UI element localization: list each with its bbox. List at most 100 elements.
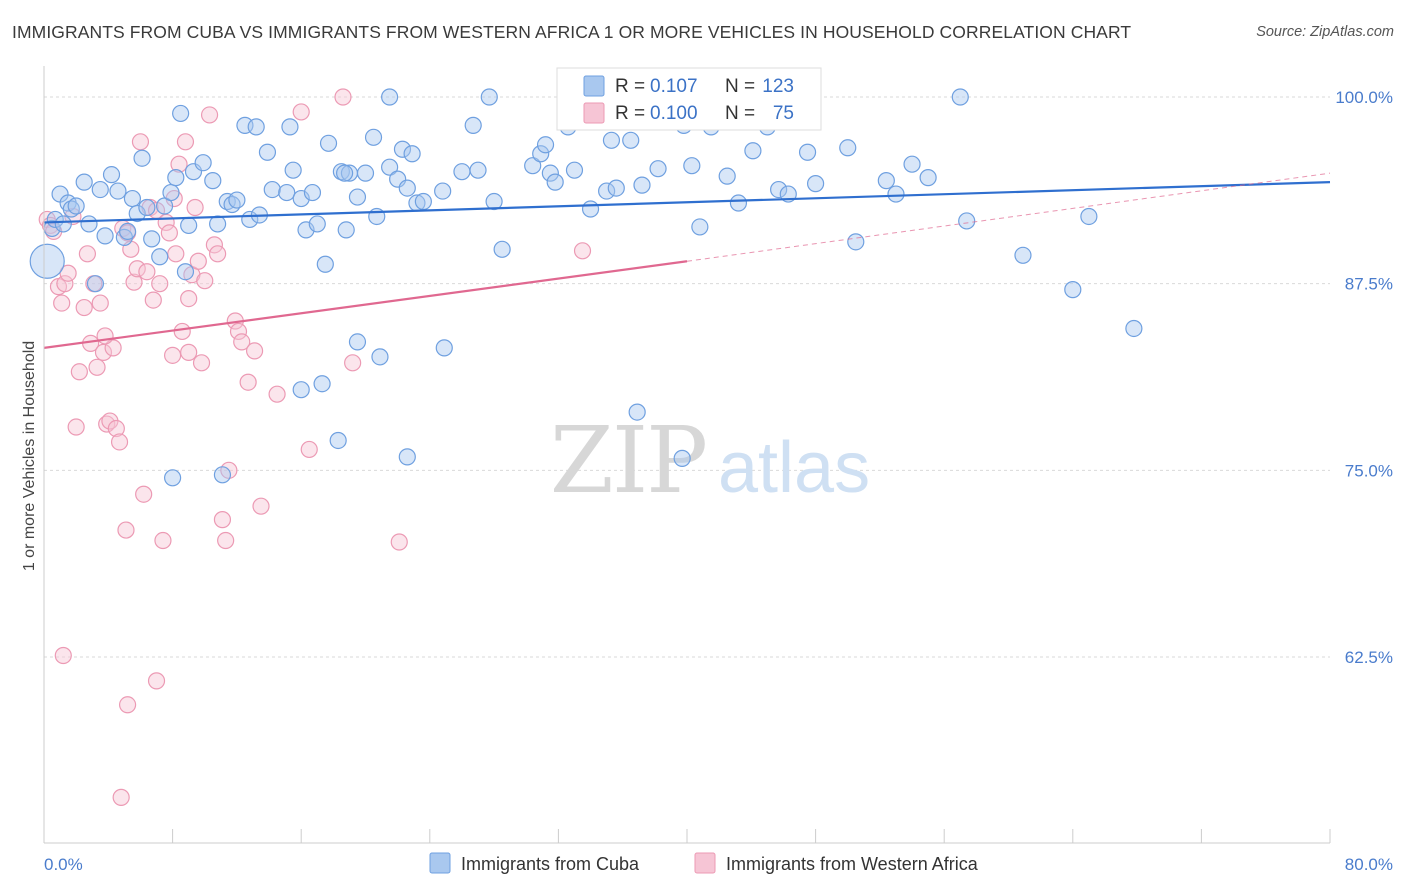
western-africa-data-point	[205, 236, 223, 254]
stats-legend: R = 0.107 N = 123 R = 0.100 N = 75	[556, 67, 822, 131]
cuba-data-point	[744, 142, 762, 160]
cuba-data-point	[29, 243, 65, 279]
western-africa-data-point	[112, 788, 130, 806]
cuba-data-point	[581, 200, 600, 218]
western-africa-trend-extension	[686, 172, 1331, 262]
cuba-data-point	[292, 381, 310, 399]
cuba-data-point	[453, 163, 471, 181]
stats-r-label: R =	[615, 76, 645, 97]
cuba-data-point	[673, 449, 691, 467]
cuba-data-point	[469, 161, 487, 179]
western-africa-data-point	[107, 419, 125, 438]
western-africa-data-point	[67, 418, 85, 436]
y-tick-label: 75.0%	[1345, 461, 1393, 480]
cuba-data-point	[598, 182, 616, 200]
western-africa-data-point	[117, 521, 135, 539]
cuba-data-point	[303, 183, 322, 202]
cuba-data-point	[493, 240, 511, 258]
western-africa-trend-line	[43, 260, 688, 349]
series-legend-label-0: Immigrants from Cuba	[461, 854, 640, 874]
cuba-data-point	[806, 175, 825, 193]
western-africa-data-point	[88, 358, 106, 376]
cuba-data-point	[1080, 207, 1098, 226]
cuba-data-point	[602, 131, 621, 149]
cuba-data-point	[348, 188, 367, 206]
cuba-data-point	[398, 179, 416, 197]
western-africa-data-point	[173, 322, 191, 341]
cuba-data-point	[319, 134, 338, 152]
western-africa-data-point	[160, 224, 178, 242]
western-africa-data-point	[390, 533, 408, 551]
cuba-data-point	[118, 222, 137, 240]
cuba-data-point	[337, 221, 355, 239]
y-tick-label: 87.5%	[1345, 275, 1393, 294]
western-africa-data-point	[573, 242, 592, 260]
cuba-data-point	[633, 176, 651, 194]
western-africa-data-point	[268, 385, 286, 403]
cuba-data-point	[839, 139, 857, 157]
cuba-data-point	[75, 173, 93, 191]
western-africa-data-point	[192, 354, 211, 372]
cuba-data-point	[607, 179, 625, 197]
cuba-data-point	[180, 216, 198, 235]
cuba-data-point	[393, 140, 412, 158]
cuba-data-point	[278, 183, 296, 202]
cuba-data-point	[247, 118, 265, 136]
stats-legend-swatch-0	[583, 75, 605, 97]
western-africa-data-point	[138, 263, 156, 281]
watermark-atlas: atlas	[718, 428, 870, 508]
cuba-data-point	[213, 466, 232, 484]
cuba-data-point	[622, 131, 640, 149]
western-africa-data-point	[180, 290, 198, 308]
cuba-data-point	[46, 210, 64, 229]
western-africa-data-point	[54, 646, 72, 665]
western-africa-data-point	[176, 133, 195, 151]
cuba-data-point	[67, 197, 85, 215]
cuba-data-point	[80, 215, 98, 233]
western-africa-data-point	[70, 363, 88, 381]
stats-n-label: N =	[725, 76, 755, 97]
cuba-data-point	[887, 185, 905, 203]
western-africa-data-point	[292, 103, 310, 121]
western-africa-data-point	[131, 133, 150, 151]
western-africa-data-point	[245, 342, 264, 360]
cuba-data-point	[536, 136, 555, 154]
cuba-data-point	[284, 161, 302, 179]
cuba-data-point	[718, 167, 736, 185]
cuba-trend-line	[43, 181, 1331, 224]
western-africa-data-point	[196, 272, 214, 290]
series-0-points	[29, 88, 1143, 487]
western-africa-data-point	[78, 245, 97, 263]
cuba-data-point	[524, 157, 542, 175]
cuba-data-point	[381, 88, 399, 106]
cuba-data-point	[316, 255, 334, 273]
cuba-data-point	[62, 200, 80, 218]
cuba-data-point	[356, 164, 375, 182]
cuba-data-point	[364, 128, 383, 146]
cuba-data-point	[464, 116, 482, 134]
western-africa-data-point	[229, 322, 248, 341]
western-africa-data-point	[75, 298, 93, 317]
western-africa-data-point	[96, 327, 114, 345]
cuba-data-point	[143, 230, 161, 248]
series-legend-label-1: Immigrants from Western Africa	[726, 854, 979, 874]
western-africa-data-point	[209, 245, 227, 263]
western-africa-data-point	[167, 245, 185, 263]
cuba-data-point	[167, 169, 185, 187]
cuba-data-point	[128, 204, 146, 223]
series-legend-swatch-1	[694, 852, 716, 874]
cuba-data-point	[336, 164, 354, 182]
cuba-data-point	[877, 172, 895, 190]
cuba-data-point	[176, 263, 195, 281]
cuba-data-point	[348, 333, 367, 351]
cuba-data-point	[1064, 281, 1082, 299]
cuba-data-point	[398, 448, 416, 466]
western-africa-data-point	[144, 291, 162, 309]
western-africa-data-point	[56, 275, 74, 293]
y-tick-label: 100.0%	[1335, 88, 1393, 107]
western-africa-data-point	[217, 531, 235, 550]
cuba-data-point	[209, 215, 227, 233]
cuba-data-point	[485, 192, 503, 211]
